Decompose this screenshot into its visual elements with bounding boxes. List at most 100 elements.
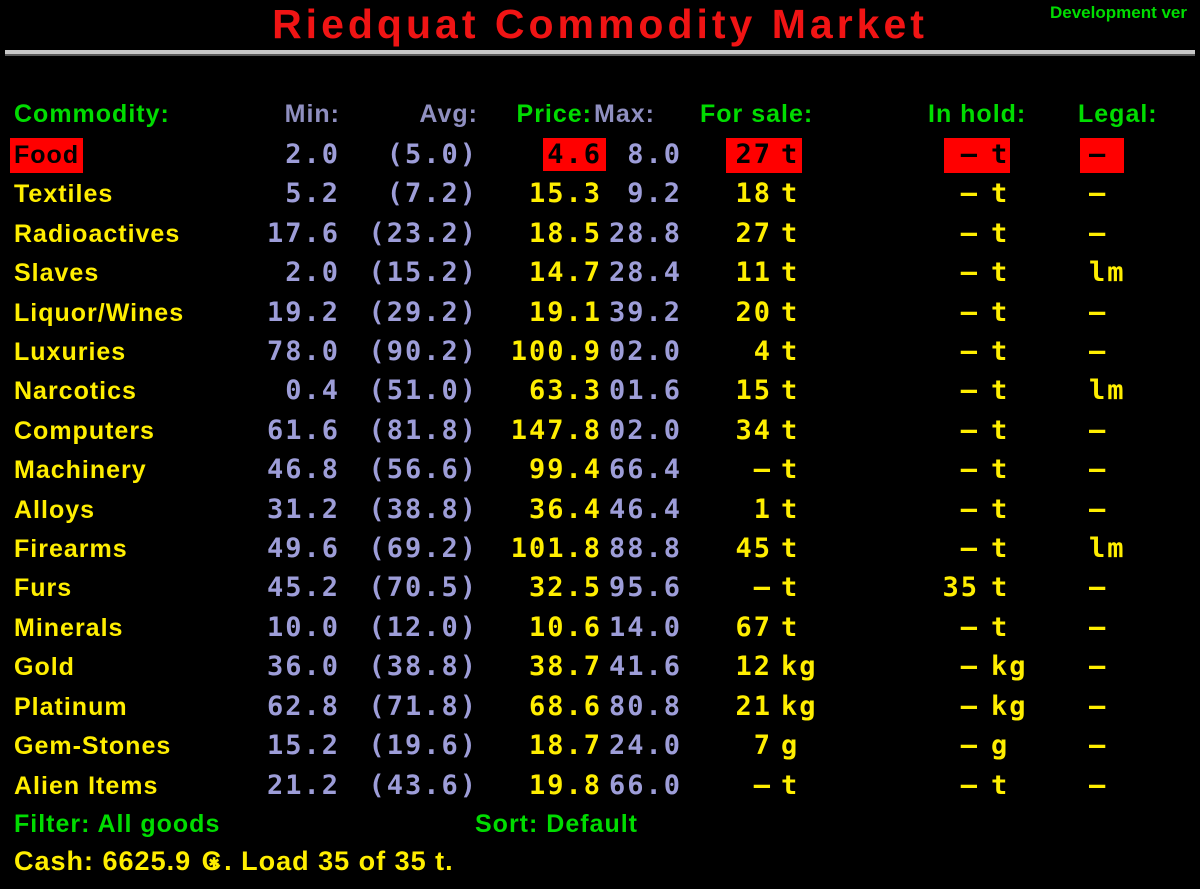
for-sale-unit: t <box>781 375 800 407</box>
filter-control[interactable]: Filter: All goods <box>14 810 221 838</box>
for-sale-unit: t <box>781 611 800 643</box>
table-row[interactable]: 66.0 21.2 (43.6) 19.8 Alien Items — t — … <box>0 767 1200 806</box>
table-row[interactable]: 8.0 2.0 (5.0) 4.6 Food 27 t — t — <box>0 136 1200 175</box>
current-price: 100.9 <box>506 335 606 369</box>
legal-status: lm <box>1089 257 1126 289</box>
min-price: 0.4 <box>285 375 340 407</box>
for-sale-unit: t <box>781 769 800 801</box>
in-hold-unit: t <box>991 611 1010 643</box>
selection-highlight-in-hold <box>944 138 1010 173</box>
max-price: 95.6 <box>608 572 682 604</box>
commodity-name: Liquor/Wines <box>14 298 185 327</box>
for-sale-quantity: 27 <box>735 139 772 170</box>
current-price: 18.7 <box>524 729 606 763</box>
commodity-name: Firearms <box>14 535 128 564</box>
in-hold-quantity: — <box>960 257 979 289</box>
max-price: 66.4 <box>608 454 682 486</box>
commodity-name: Textiles <box>14 180 114 209</box>
title-divider <box>5 50 1195 56</box>
commodity-name: Narcotics <box>14 377 137 406</box>
legal-status: — <box>1089 769 1108 801</box>
avg-price: (69.2) <box>368 533 478 565</box>
commodity-name: Alien Items <box>14 771 159 800</box>
column-header-max: Max: <box>594 100 655 128</box>
for-sale-quantity: 15 <box>735 375 772 407</box>
legal-status: lm <box>1089 375 1126 407</box>
for-sale-quantity: 45 <box>735 533 772 565</box>
table-row[interactable]: 102.0 61.6 (81.8) 147.8 Computers 34 t —… <box>0 412 1200 451</box>
in-hold-unit: t <box>991 336 1010 368</box>
table-row[interactable]: 80.8 62.8 (71.8) 68.6 Platinum 21 kg — k… <box>0 688 1200 727</box>
table-row[interactable]: 9.2 5.2 (7.2) 15.3 Textiles 18 t — t — <box>0 175 1200 214</box>
for-sale-quantity: 67 <box>735 611 772 643</box>
min-price: 2.0 <box>285 257 340 289</box>
table-row[interactable]: 41.6 36.0 (38.8) 38.7 Gold 12 kg — kg — <box>0 648 1200 687</box>
avg-price: (29.2) <box>368 296 478 328</box>
in-hold-unit: t <box>991 217 1010 249</box>
table-row[interactable]: 24.0 15.2 (19.6) 18.7 Gem-Stones 7 g — g… <box>0 727 1200 766</box>
for-sale-quantity: 1 <box>753 493 772 525</box>
selection-highlight-for-sale <box>726 138 802 173</box>
commodity-name: Minerals <box>14 613 124 642</box>
for-sale-unit: g <box>781 730 800 762</box>
in-hold-quantity: — <box>960 336 979 368</box>
min-price: 49.6 <box>266 533 340 565</box>
legal-status: — <box>1089 336 1108 368</box>
for-sale-unit: t <box>781 414 800 446</box>
avg-price: (71.8) <box>368 690 478 722</box>
table-row[interactable]: 102.0 78.0 (90.2) 100.9 Luxuries 4 t — t… <box>0 333 1200 372</box>
commodity-name: Food <box>10 138 84 173</box>
in-hold-unit: t <box>991 375 1010 407</box>
current-price: 32.5 <box>524 571 606 605</box>
for-sale-quantity: 18 <box>735 178 772 210</box>
avg-price: (81.8) <box>368 414 478 446</box>
column-header-commodity: Commodity: <box>14 100 170 128</box>
legal-status: — <box>1089 730 1108 762</box>
min-price: 45.2 <box>266 572 340 604</box>
in-hold-unit: g <box>991 730 1010 762</box>
in-hold-unit: t <box>991 493 1010 525</box>
avg-price: (51.0) <box>368 375 478 407</box>
min-price: 15.2 <box>266 730 340 762</box>
in-hold-unit: t <box>991 454 1010 486</box>
table-header: Commodity: Min: Avg: Price: Max: For sal… <box>0 100 1200 134</box>
current-price: 10.6 <box>524 610 606 644</box>
for-sale-quantity: 4 <box>753 336 772 368</box>
table-row[interactable]: 14.0 10.0 (12.0) 10.6 Minerals 67 t — t … <box>0 609 1200 648</box>
table-row[interactable]: 28.4 2.0 (15.2) 14.7 Slaves 11 t — t lm <box>0 254 1200 293</box>
avg-price: (38.8) <box>368 493 478 525</box>
in-hold-unit: t <box>991 572 1010 604</box>
current-price: 4.6 <box>543 138 606 171</box>
table-row[interactable]: 66.4 46.8 (56.6) 99.4 Machinery — t — t … <box>0 451 1200 490</box>
avg-price: (23.2) <box>368 217 478 249</box>
table-row[interactable]: 46.4 31.2 (38.8) 36.4 Alloys 1 t — t — <box>0 491 1200 530</box>
table-row[interactable]: 88.8 49.6 (69.2) 101.8 Firearms 45 t — t… <box>0 530 1200 569</box>
for-sale-unit: t <box>781 296 800 328</box>
legal-status: — <box>1089 454 1108 486</box>
avg-price: (15.2) <box>368 257 478 289</box>
in-hold-unit: kg <box>991 651 1028 683</box>
avg-price: (90.2) <box>368 336 478 368</box>
legal-status: — <box>1089 611 1108 643</box>
in-hold-quantity: — <box>960 690 979 722</box>
in-hold-quantity: — <box>960 217 979 249</box>
table-row[interactable]: 39.2 19.2 (29.2) 19.1 Liquor/Wines 20 t … <box>0 294 1200 333</box>
legal-status: lm <box>1089 533 1126 565</box>
cash-status: Cash: 6625.9 C ✱. Load 35 of 35 t. <box>14 846 454 877</box>
avg-price: (12.0) <box>368 611 478 643</box>
for-sale-unit: t <box>781 572 800 604</box>
in-hold-unit: t <box>991 769 1010 801</box>
commodity-name: Radioactives <box>14 219 181 248</box>
sort-control[interactable]: Sort: Default <box>475 810 638 838</box>
table-row[interactable]: 28.8 17.6 (23.2) 18.5 Radioactives 27 t … <box>0 215 1200 254</box>
min-price: 2.0 <box>285 139 340 170</box>
max-price: 24.0 <box>608 730 682 762</box>
table-row[interactable]: 95.6 45.2 (70.5) 32.5 Furs — t 35 t — <box>0 569 1200 608</box>
for-sale-quantity: 21 <box>735 690 772 722</box>
legal-status: — <box>1089 139 1108 170</box>
selection-highlight-legal <box>1080 138 1124 173</box>
in-hold-quantity: — <box>960 414 979 446</box>
table-row[interactable]: 101.6 0.4 (51.0) 63.3 Narcotics 15 t — t… <box>0 372 1200 411</box>
in-hold-quantity: — <box>960 296 979 328</box>
current-price: 36.4 <box>524 492 606 526</box>
